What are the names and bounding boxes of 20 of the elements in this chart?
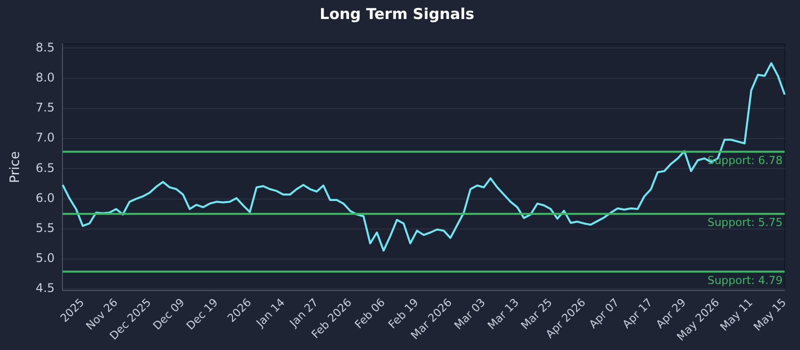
y-tick-label: 6.5 [36,160,55,175]
y-tick-label: 6.0 [36,190,55,205]
ref-line-label: Support: 4.79 [707,274,783,288]
x-tick-label: Feb 06 [352,296,388,332]
x-tick-label: Jan 14 [253,296,288,330]
y-tick-label: 8.0 [36,70,55,84]
x-tick-label: Mar 03 [452,296,488,332]
ref-line-label: Support: 6.78 [707,154,783,168]
ref-line-label: Support: 5.75 [707,216,783,230]
y-tick-label: 4.5 [36,281,55,296]
x-tick-label: Apr 17 [620,296,656,331]
y-axis-title: Price [8,151,24,184]
y-tick-label: 7.5 [36,100,55,115]
x-tick-label: Mar 13 [485,296,522,332]
y-tick-label: 7.0 [36,130,55,145]
y-tick-label: 8.5 [36,40,55,54]
y-tick-label: 5.0 [36,251,55,266]
chart-title: Long Term Signals [320,4,474,23]
y-tick-label: 5.5 [36,221,55,236]
x-tick-label: Apr 07 [586,296,622,331]
